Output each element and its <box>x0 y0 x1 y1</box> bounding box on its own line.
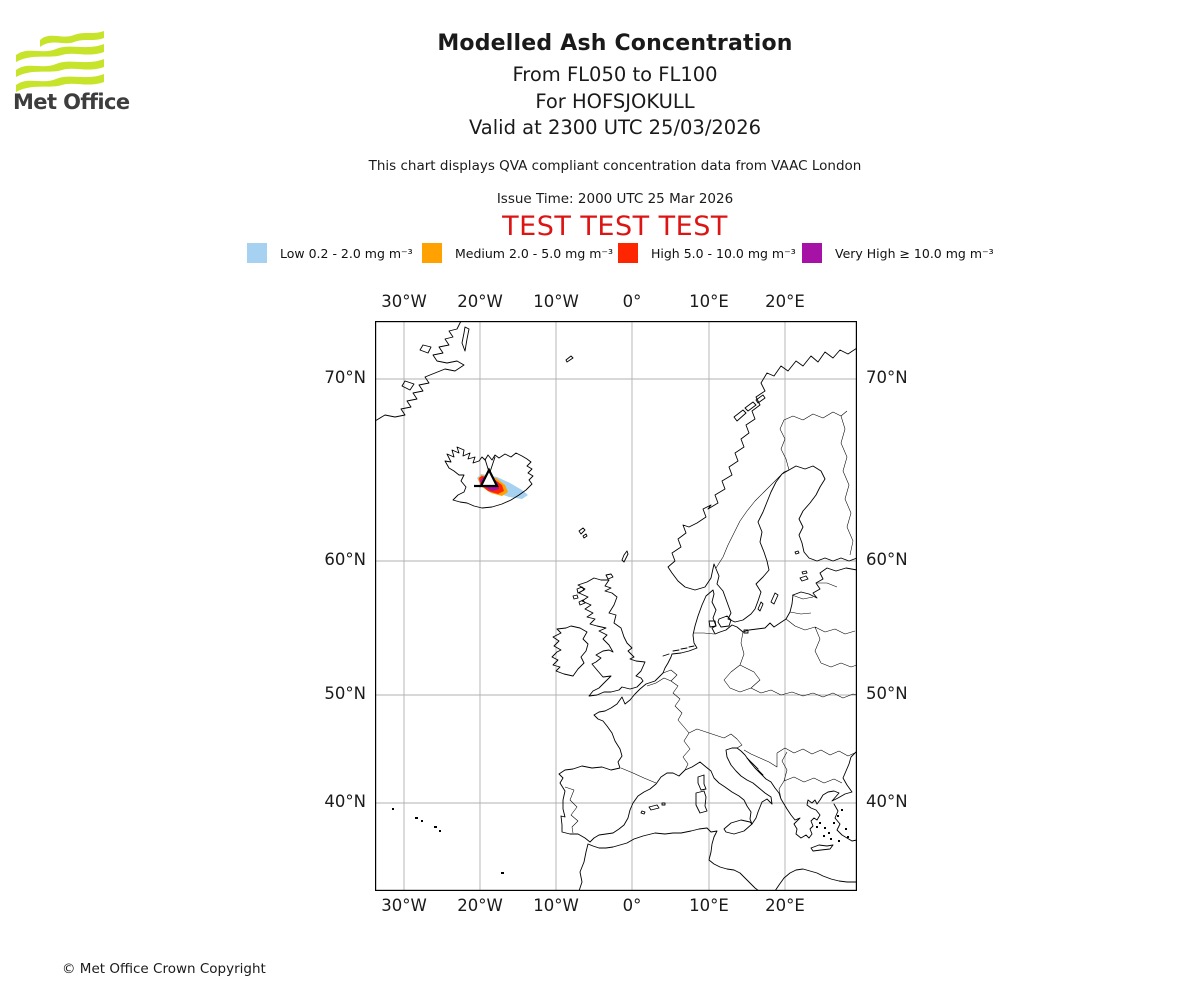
lat-label-left-60n: 60°N <box>324 550 366 569</box>
legend-item-medium: Medium 2.0 - 5.0 mg m⁻³ <box>422 243 613 263</box>
legend-item-low: Low 0.2 - 2.0 mg m⁻³ <box>247 243 413 263</box>
legend-item-high: High 5.0 - 10.0 mg m⁻³ <box>618 243 796 263</box>
legend-swatch-very-high <box>802 243 822 263</box>
small-island-dots <box>392 808 849 874</box>
copyright-notice: © Met Office Crown Copyright <box>62 961 266 977</box>
lat-label-right-70n: 70°N <box>866 368 908 387</box>
lon-label-bottom-0: 0° <box>622 896 642 915</box>
lon-label-top-30w: 30°W <box>381 292 427 311</box>
volcano-marker <box>474 467 499 488</box>
subtitle-flight-levels: From FL050 to FL100 <box>512 63 718 86</box>
legend-label-high: High 5.0 - 10.0 mg m⁻³ <box>651 245 796 261</box>
issue-time: Issue Time: 2000 UTC 25 Mar 2026 <box>496 191 734 207</box>
lon-label-bottom-10w: 10°W <box>533 896 579 915</box>
qva-description: This chart displays QVA compliant concen… <box>368 158 862 174</box>
lat-label-right-50n: 50°N <box>866 684 908 703</box>
ash-concentration-map <box>375 321 857 891</box>
lon-label-bottom-30w: 30°W <box>381 896 427 915</box>
legend-swatch-medium <box>422 243 442 263</box>
lat-label-left-40n: 40°N <box>324 792 366 811</box>
legend-label-low: Low 0.2 - 2.0 mg m⁻³ <box>280 245 413 261</box>
test-banner: TEST TEST TEST <box>502 211 728 242</box>
lon-label-top-0: 0° <box>622 292 642 311</box>
legend-swatch-high <box>618 243 638 263</box>
met-office-logo-text: Met Office <box>13 90 130 114</box>
lon-label-bottom-20e: 20°E <box>765 896 805 915</box>
lat-label-left-50n: 50°N <box>324 684 366 703</box>
legend-item-very-high: Very High ≥ 10.0 mg m⁻³ <box>802 243 994 263</box>
legend-label-medium: Medium 2.0 - 5.0 mg m⁻³ <box>455 245 614 261</box>
lon-label-top-10w: 10°W <box>533 292 579 311</box>
country-borders <box>564 410 857 834</box>
lat-label-right-60n: 60°N <box>866 550 908 569</box>
page-title: Modelled Ash Concentration <box>437 31 793 56</box>
coastlines <box>375 321 857 891</box>
legend-swatch-low <box>247 243 267 263</box>
lon-label-top-20w: 20°W <box>457 292 503 311</box>
lon-label-top-20e: 20°E <box>765 292 805 311</box>
lon-label-bottom-20w: 20°W <box>457 896 503 915</box>
legend-label-very-high: Very High ≥ 10.0 mg m⁻³ <box>835 245 994 261</box>
lat-label-left-70n: 70°N <box>324 368 366 387</box>
lon-label-bottom-10e: 10°E <box>689 896 729 915</box>
map-frame <box>375 321 857 891</box>
met-office-logo-waves <box>16 31 104 92</box>
graticule-gridlines <box>375 321 857 891</box>
logo-wave-bands <box>16 31 104 92</box>
subtitle-valid-time: Valid at 2300 UTC 25/03/2026 <box>468 116 762 139</box>
subtitle-volcano: For HOFSJOKULL <box>535 90 695 113</box>
lon-label-top-10e: 10°E <box>689 292 729 311</box>
volcano-triangle-icon <box>479 467 499 488</box>
lat-label-right-40n: 40°N <box>866 792 908 811</box>
